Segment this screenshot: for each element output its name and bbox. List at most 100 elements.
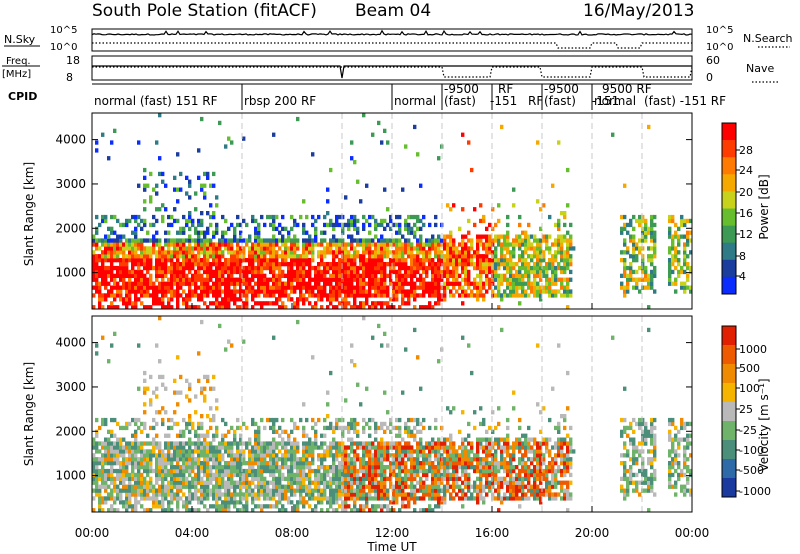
velocity-cell bbox=[374, 488, 378, 493]
velocity-cell bbox=[344, 472, 348, 478]
power-cell bbox=[395, 262, 399, 267]
velocity-cell bbox=[344, 465, 348, 470]
velocity-cell bbox=[305, 433, 309, 438]
power-cell bbox=[227, 238, 231, 243]
power-cell bbox=[203, 301, 207, 306]
power-cell bbox=[644, 234, 648, 239]
power-cell bbox=[491, 281, 495, 286]
velocity-cell bbox=[185, 457, 189, 462]
velocity-cell bbox=[155, 500, 159, 505]
power-cell bbox=[200, 293, 204, 298]
velocity-cell bbox=[284, 449, 288, 454]
power-cell bbox=[494, 277, 498, 282]
power-cell bbox=[410, 281, 414, 286]
velocity-cell bbox=[116, 472, 120, 478]
power-cell bbox=[476, 281, 480, 286]
power-cell bbox=[359, 281, 363, 286]
power-cell bbox=[113, 230, 117, 235]
power-cell bbox=[398, 289, 402, 294]
velocity-cell bbox=[209, 472, 213, 478]
power-cell bbox=[443, 285, 447, 290]
power-cell bbox=[626, 277, 630, 282]
velocity-cell bbox=[278, 508, 282, 513]
power-cell bbox=[317, 277, 321, 282]
velocity-cell bbox=[434, 504, 438, 509]
velocity-cell bbox=[287, 437, 291, 442]
power-cell bbox=[158, 265, 162, 271]
velocity-cell bbox=[272, 492, 276, 497]
power-cell bbox=[533, 285, 537, 290]
power-cell bbox=[653, 273, 657, 278]
velocity-cell bbox=[353, 496, 357, 501]
power-cell bbox=[239, 250, 243, 255]
power-cell bbox=[455, 258, 459, 263]
velocity-cell bbox=[188, 468, 192, 474]
power-cell bbox=[653, 214, 657, 220]
power-cell bbox=[371, 250, 375, 255]
power-cell bbox=[125, 262, 129, 267]
power-cell bbox=[509, 254, 513, 259]
velocity-cell bbox=[362, 453, 366, 458]
power-cell bbox=[392, 262, 396, 267]
power-cell bbox=[338, 293, 342, 298]
power-cell bbox=[401, 258, 405, 263]
power-cell bbox=[176, 218, 180, 224]
power-cell bbox=[521, 277, 525, 282]
velocity-cell bbox=[371, 508, 375, 513]
power-cell bbox=[386, 222, 390, 228]
power-cell bbox=[221, 273, 225, 278]
velocity-cell bbox=[203, 453, 207, 458]
power-cell bbox=[281, 289, 285, 294]
power-cell bbox=[113, 254, 117, 259]
power-cell bbox=[122, 297, 126, 302]
power-cell bbox=[296, 246, 300, 251]
power-cell bbox=[323, 293, 327, 298]
velocity-cell bbox=[269, 472, 273, 478]
power-cell bbox=[314, 234, 318, 239]
velocity-cell bbox=[218, 480, 222, 485]
power-cell bbox=[308, 246, 312, 251]
power-cell bbox=[464, 258, 468, 263]
velocity-cell bbox=[356, 457, 360, 462]
power-cell bbox=[308, 285, 312, 290]
velocity-cell bbox=[434, 453, 438, 458]
power-cell bbox=[635, 246, 639, 251]
velocity-cell bbox=[407, 492, 411, 497]
power-cell bbox=[413, 285, 417, 290]
velocity-cell bbox=[224, 465, 228, 470]
power-cell bbox=[650, 214, 654, 220]
power-cell bbox=[95, 214, 99, 220]
velocity-cell bbox=[218, 445, 222, 450]
velocity-cell bbox=[95, 484, 99, 489]
velocity-cell bbox=[200, 496, 204, 501]
power-cell bbox=[182, 273, 186, 278]
velocity-cell bbox=[134, 457, 138, 462]
power-cell bbox=[131, 250, 135, 255]
velocity-cell bbox=[287, 480, 291, 485]
power-cell bbox=[494, 273, 498, 278]
power-cell bbox=[167, 281, 171, 286]
power-cell bbox=[287, 254, 291, 259]
power-cell bbox=[383, 187, 387, 192]
velocity-cell bbox=[158, 410, 162, 415]
power-cell bbox=[134, 242, 138, 247]
velocity-cell bbox=[383, 429, 387, 434]
velocity-cell bbox=[377, 488, 381, 493]
velocity-cell bbox=[260, 417, 264, 423]
velocity-cell bbox=[305, 445, 309, 450]
power-cell bbox=[449, 246, 453, 251]
power-cell bbox=[125, 301, 129, 306]
power-cell bbox=[512, 289, 516, 294]
power-cell bbox=[536, 293, 540, 298]
power-cell bbox=[200, 187, 204, 192]
power-cell bbox=[368, 265, 372, 271]
power-cell bbox=[485, 289, 489, 294]
velocity-cell bbox=[341, 480, 345, 485]
velocity-cell bbox=[329, 370, 333, 376]
power-cell bbox=[257, 222, 261, 228]
velocity-cell bbox=[155, 461, 159, 466]
velocity-cell bbox=[338, 465, 342, 470]
velocity-cell bbox=[239, 449, 243, 454]
power-cell bbox=[176, 254, 180, 259]
power-cell bbox=[134, 258, 138, 263]
